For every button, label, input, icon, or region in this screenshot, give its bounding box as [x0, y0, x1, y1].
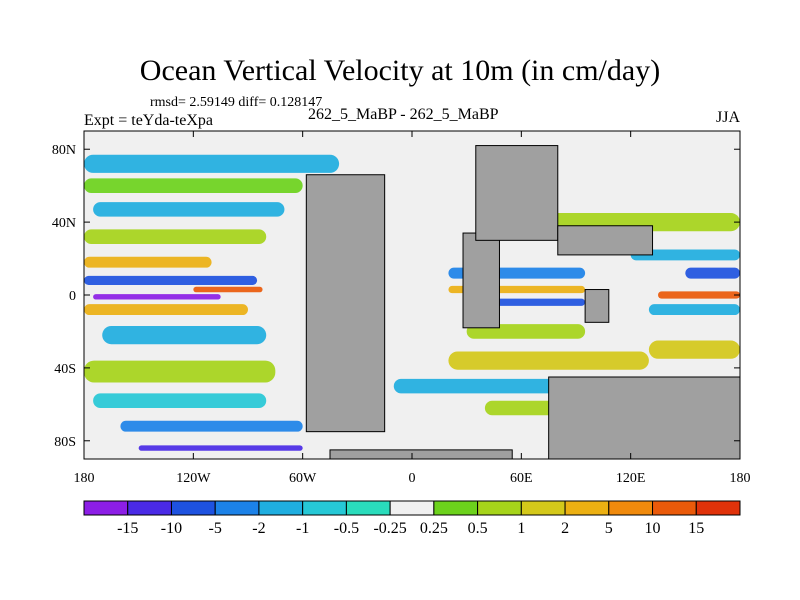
- velocity-band: [84, 304, 248, 316]
- colorbar-swatch: [170, 500, 216, 516]
- colorbar: -15 -10 -5 -2 -1 -0.5 -0.25 0.25 0.5 1 2 5 10 15: [83, 500, 741, 537]
- colorbar-label: 15: [688, 520, 704, 537]
- land-mass: [475, 145, 559, 241]
- velocity-band: [93, 202, 285, 217]
- colorbar-label: 0.5: [468, 520, 488, 537]
- experiment-label: Expt = teYda-teXpa: [84, 112, 213, 129]
- colorbar-swatch: [258, 500, 304, 516]
- case-label: 262_5_MaBP - 262_5_MaBP: [308, 106, 499, 123]
- colorbar-swatch: [608, 500, 654, 516]
- land-mass: [557, 225, 654, 256]
- colorbar-label: -1: [296, 520, 309, 537]
- colorbar-swatch: [520, 500, 566, 516]
- colorbar-swatch: [564, 500, 610, 516]
- y-tick-label: 0: [69, 289, 76, 304]
- plot-area: [84, 131, 740, 459]
- colorbar-swatch: [433, 500, 479, 516]
- velocity-band: [93, 393, 267, 408]
- colorbar-label: 5: [605, 520, 613, 537]
- colorbar-swatch: [302, 500, 347, 516]
- x-tick-label: 180: [730, 471, 751, 486]
- colorbar-label: 1: [517, 520, 525, 537]
- land-mass: [305, 174, 386, 433]
- colorbar-label: -0.25: [373, 520, 406, 537]
- velocity-band: [685, 267, 740, 279]
- y-tick-label: 40S: [54, 362, 76, 377]
- colorbar-label: 10: [645, 520, 661, 537]
- x-tick-label: 60E: [510, 471, 533, 486]
- land-mass: [329, 449, 513, 459]
- chart-title: Ocean Vertical Velocity at 10m (in cm/da…: [139, 54, 661, 87]
- velocity-band: [84, 275, 258, 285]
- velocity-band: [102, 325, 267, 345]
- velocity-band: [120, 420, 303, 432]
- velocity-band: [93, 294, 221, 300]
- colorbar-label: 0.25: [420, 520, 448, 537]
- y-tick-label: 80S: [54, 435, 76, 450]
- x-tick-label: 60W: [289, 471, 317, 486]
- velocity-band: [658, 291, 740, 299]
- velocity-band: [193, 286, 263, 293]
- colorbar-label: -15: [117, 520, 138, 537]
- velocity-band: [84, 360, 276, 383]
- velocity-band: [84, 229, 267, 244]
- colorbar-swatch: [83, 500, 129, 516]
- x-tick-label: 0: [409, 471, 416, 486]
- velocity-band: [84, 178, 303, 193]
- x-tick-label: 120E: [616, 471, 646, 486]
- velocity-band: [138, 445, 303, 451]
- velocity-band: [448, 351, 649, 370]
- season-label: JJA: [716, 109, 741, 126]
- x-tick-label: 180: [74, 471, 95, 486]
- colorbar-label: 2: [561, 520, 569, 537]
- colorbar-label: -5: [209, 520, 222, 537]
- stats-label: rmsd= 2.59149 diff= 0.128147: [150, 95, 323, 110]
- colorbar-label: -2: [252, 520, 265, 537]
- colorbar-swatch: [214, 500, 260, 516]
- land-mass: [548, 376, 740, 459]
- velocity-band: [84, 154, 340, 173]
- colorbar-swatch: [695, 500, 741, 516]
- land-mass: [462, 232, 500, 329]
- axes: 180 120W 60W 0 60E 120E 180 80N 40N 0 40S 80S: [52, 131, 751, 486]
- colorbar-swatch: [345, 500, 391, 516]
- colorbar-label: -0.5: [334, 520, 359, 537]
- y-tick-label: 80N: [52, 143, 76, 158]
- colorbar-swatch: [652, 500, 697, 516]
- colorbar-label: -10: [161, 520, 182, 537]
- velocity-band: [84, 256, 212, 268]
- land-mass: [584, 289, 610, 323]
- colorbar-swatch: [477, 500, 522, 516]
- colorbar-swatch: [127, 500, 172, 516]
- velocity-band: [648, 340, 740, 359]
- velocity-band: [648, 304, 740, 316]
- colorbar-swatch: [389, 500, 435, 516]
- land-masses: [305, 145, 740, 459]
- x-tick-label: 120W: [176, 471, 211, 486]
- y-tick-label: 40N: [52, 216, 76, 231]
- velocity-band: [630, 249, 740, 261]
